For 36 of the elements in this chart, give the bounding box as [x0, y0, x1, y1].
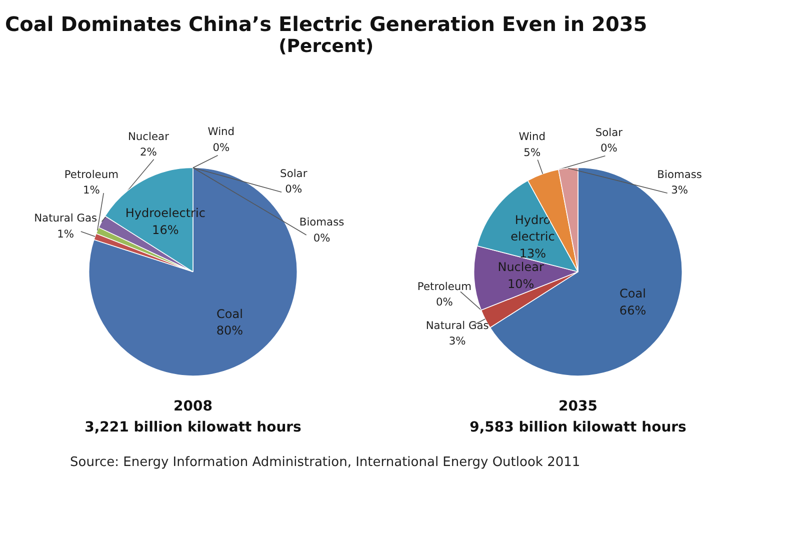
category-label: Wind: [208, 125, 235, 138]
text: 0%: [600, 141, 618, 154]
chart-subtitle: (Percent): [278, 36, 375, 57]
text: 2035 9,583 billion kilowatt hours: [470, 398, 686, 436]
data-label: 2%: [140, 145, 157, 158]
slice-label: Natural Gas: [34, 212, 98, 225]
slice-label: Nuclear: [498, 260, 544, 274]
data-label: 10%: [507, 276, 534, 291]
category-label: Solar: [280, 166, 308, 180]
slice-label: Petroleum: [64, 168, 118, 182]
data-label: 1%: [82, 184, 100, 197]
data-label: 3%: [448, 334, 466, 348]
source-note: Source: Energy Information Administration, International Energy Outlook 2011: [70, 455, 580, 470]
data-label: 3%: [671, 184, 688, 197]
data-label: 66%: [619, 303, 646, 318]
data-label: 80%: [216, 324, 244, 338]
data-label: 1%: [57, 227, 74, 240]
text: 2008 3,221 billion kilowatt hours: [84, 398, 302, 436]
slice-label: Wind: [518, 130, 546, 144]
slice-label: Nuclear: [128, 130, 170, 143]
category-label: Petroleum: [417, 280, 472, 294]
slice-label: Coal: [216, 306, 243, 321]
text: 0%: [313, 231, 330, 244]
data-label: 5%: [524, 146, 541, 159]
slice-label: Natural Gas: [426, 318, 490, 332]
text: 0%: [436, 296, 453, 309]
text: 0%: [212, 140, 230, 154]
data-label: 16%: [152, 223, 179, 238]
slice-label: Biomass: [657, 168, 702, 182]
slice-label: Coal: [620, 286, 646, 300]
data-label: 13%: [519, 246, 546, 261]
text: 0%: [285, 182, 302, 196]
slice-label: Hydro electric: [510, 212, 555, 244]
category-label: Biomass: [299, 216, 344, 229]
chart-title: Coal Dominates China’s Electric Generation Even in 2035: [5, 12, 648, 36]
category-label: Solar: [595, 126, 622, 139]
